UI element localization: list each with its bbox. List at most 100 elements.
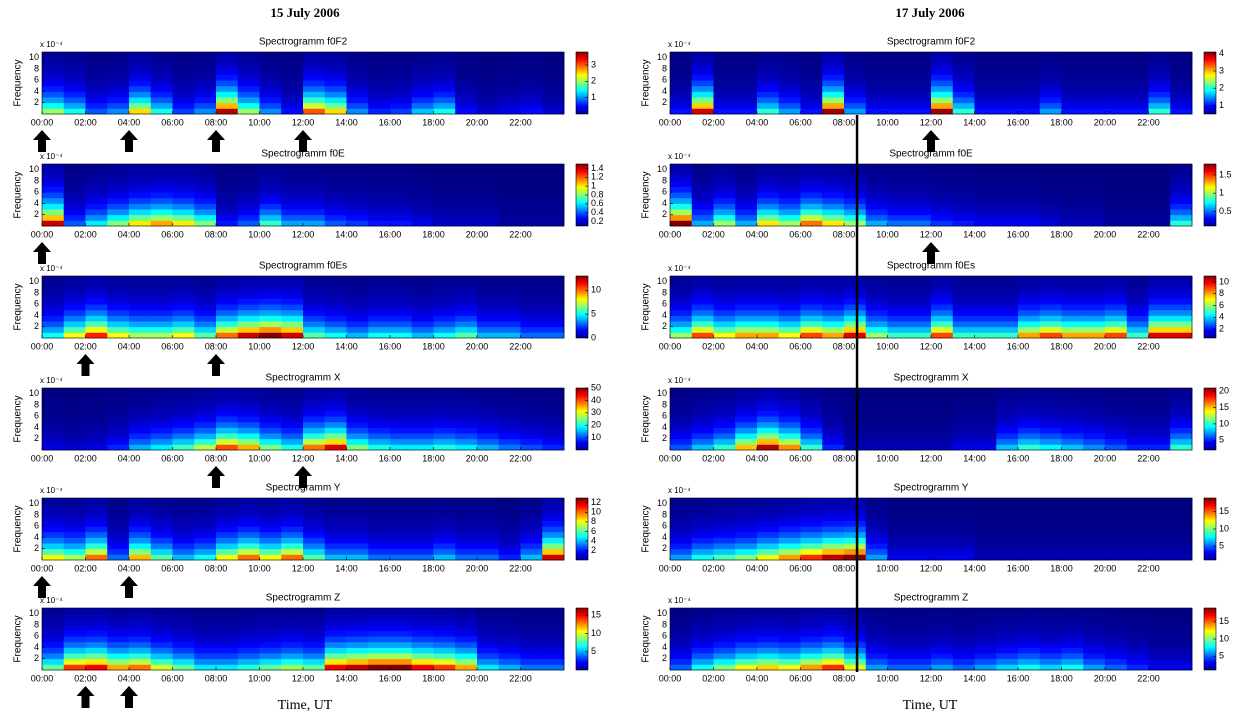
heatmap-cell	[735, 192, 757, 198]
heatmap-cell	[499, 287, 521, 293]
heatmap-cell	[1062, 276, 1084, 282]
heatmap-cell	[931, 515, 953, 521]
heatmap-cell	[42, 287, 64, 293]
heatmap-cell	[455, 537, 477, 543]
heatmap-cell	[866, 276, 888, 282]
heatmap-cell	[909, 664, 931, 670]
x-tick-label: 12:00	[920, 117, 943, 127]
heatmap-cell	[455, 170, 477, 176]
heatmap-cell	[455, 653, 477, 659]
heatmap-cell	[347, 299, 369, 305]
heatmap-cell	[1170, 636, 1192, 642]
colorbar-tick-label: 15	[1219, 402, 1229, 412]
heatmap-cell	[412, 299, 434, 305]
heatmap-cell	[194, 52, 216, 58]
y-tick-label: 10	[657, 388, 667, 398]
heatmap-cell	[390, 444, 412, 450]
heatmap-cell	[779, 164, 801, 170]
heatmap-cell	[1062, 427, 1084, 433]
heatmap-cell	[281, 304, 303, 310]
heatmap-cell	[173, 394, 195, 400]
heatmap-cell	[521, 69, 543, 75]
heatmap-cell	[390, 504, 412, 510]
heatmap-cell	[1040, 75, 1062, 81]
heatmap-cell	[1105, 608, 1127, 614]
x-tick-label: 00:00	[31, 341, 54, 351]
x-tick-label: 16:00	[1007, 673, 1030, 683]
heatmap-cell	[173, 97, 195, 103]
x-tick-label: 12:00	[292, 229, 315, 239]
heatmap-cell	[455, 664, 477, 670]
heatmap-cell	[1062, 332, 1084, 338]
colorbar-tick-label: 10	[591, 628, 601, 638]
heatmap-cell	[86, 631, 108, 637]
heatmap-cell	[455, 86, 477, 92]
heatmap-cell	[325, 659, 347, 665]
heatmap-cell	[64, 310, 86, 316]
y-tick-label: 8	[662, 175, 667, 185]
heatmap-cell	[931, 63, 953, 69]
heatmap-cell	[909, 422, 931, 428]
y-tick-label: 4	[34, 86, 39, 96]
heatmap-cell	[499, 399, 521, 405]
heatmap-cell	[325, 80, 347, 86]
heatmap-cell	[303, 411, 325, 417]
heatmap-cell	[107, 220, 129, 226]
heatmap-cell	[434, 433, 456, 439]
heatmap-cell	[888, 526, 910, 532]
heatmap-cell	[888, 276, 910, 282]
heatmap-cell	[107, 69, 129, 75]
heatmap-cell	[107, 405, 129, 411]
heatmap-cell	[303, 69, 325, 75]
heatmap-cell	[107, 187, 129, 193]
heatmap-cell	[368, 327, 390, 333]
heatmap-cell	[692, 659, 714, 665]
heatmap-cell	[542, 187, 564, 193]
heatmap-cell	[521, 103, 543, 109]
heatmap-cell	[975, 427, 997, 433]
heatmap-cell	[129, 282, 151, 288]
heatmap-cell	[1083, 203, 1105, 209]
heatmap-cell	[975, 509, 997, 515]
heatmap-cell	[281, 521, 303, 527]
heatmap-cell	[953, 220, 975, 226]
heatmap-cell	[1040, 422, 1062, 428]
heatmap-cell	[909, 659, 931, 665]
heatmap-cell	[173, 554, 195, 560]
heatmap-cell	[238, 608, 260, 614]
y-axis-label: Frequency	[641, 283, 652, 330]
heatmap-cell	[499, 608, 521, 614]
heatmap-cell	[714, 276, 736, 282]
heatmap-cell	[303, 287, 325, 293]
x-tick-label: 16:00	[1007, 453, 1030, 463]
heatmap-cell	[303, 203, 325, 209]
heatmap-cell	[455, 97, 477, 103]
heatmap-cell	[194, 304, 216, 310]
heatmap-cell	[1040, 108, 1062, 114]
heatmap-cell	[542, 433, 564, 439]
heatmap-cell	[996, 659, 1018, 665]
heatmap-cell	[1083, 209, 1105, 215]
x-tick-label: 12:00	[920, 453, 943, 463]
heatmap-cell	[434, 537, 456, 543]
heatmap-cell	[670, 549, 692, 555]
heatmap-cell	[325, 405, 347, 411]
heatmap-cell	[368, 97, 390, 103]
heatmap-cell	[931, 439, 953, 445]
heatmap-cell	[194, 608, 216, 614]
heatmap-cell	[390, 97, 412, 103]
heatmap-cell	[86, 526, 108, 532]
heatmap-cell	[801, 215, 823, 221]
heatmap-cell	[151, 399, 173, 405]
heatmap-cell	[1040, 287, 1062, 293]
heatmap-cell	[714, 209, 736, 215]
heatmap-cell	[714, 97, 736, 103]
heatmap-cell	[996, 293, 1018, 299]
panel-title: Spectrogramm Y	[894, 483, 969, 494]
heatmap-cell	[735, 293, 757, 299]
heatmap-cell	[303, 321, 325, 327]
heatmap-cell	[86, 215, 108, 221]
heatmap-cell	[757, 619, 779, 625]
heatmap-cell	[996, 97, 1018, 103]
heatmap-cell	[670, 537, 692, 543]
